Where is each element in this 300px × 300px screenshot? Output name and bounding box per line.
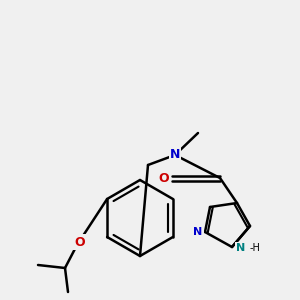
Text: N: N: [170, 148, 180, 161]
Text: O: O: [159, 172, 169, 184]
Text: N: N: [236, 243, 246, 253]
Text: O: O: [75, 236, 85, 248]
Text: N: N: [194, 227, 202, 237]
Text: -H: -H: [250, 243, 261, 253]
